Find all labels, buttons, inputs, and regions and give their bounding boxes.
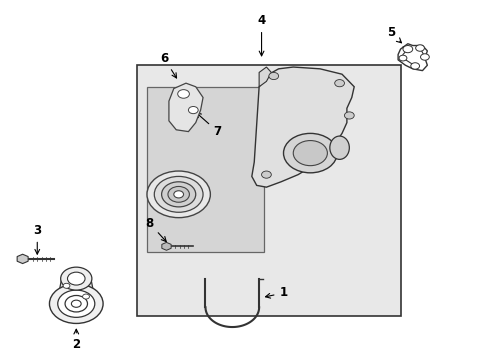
- Circle shape: [344, 112, 353, 119]
- Ellipse shape: [329, 136, 348, 159]
- Circle shape: [154, 176, 203, 212]
- Text: 4: 4: [257, 14, 265, 56]
- Circle shape: [398, 55, 406, 61]
- Text: 1: 1: [265, 287, 287, 300]
- Polygon shape: [168, 83, 203, 132]
- Circle shape: [177, 90, 189, 98]
- Circle shape: [293, 140, 327, 166]
- Circle shape: [82, 294, 89, 299]
- Circle shape: [147, 171, 210, 218]
- Text: 5: 5: [386, 27, 401, 43]
- Circle shape: [261, 171, 271, 178]
- Circle shape: [283, 134, 336, 173]
- Polygon shape: [251, 67, 353, 187]
- Circle shape: [188, 107, 198, 114]
- Bar: [137, 65, 400, 316]
- Circle shape: [334, 80, 344, 87]
- Circle shape: [268, 72, 278, 80]
- Circle shape: [415, 45, 424, 51]
- Circle shape: [161, 182, 195, 207]
- Circle shape: [71, 300, 81, 307]
- Circle shape: [410, 63, 419, 69]
- Polygon shape: [162, 242, 171, 250]
- Circle shape: [402, 45, 412, 53]
- Circle shape: [65, 296, 87, 312]
- Circle shape: [167, 186, 189, 202]
- Circle shape: [63, 283, 70, 288]
- Circle shape: [173, 191, 183, 198]
- Polygon shape: [59, 279, 93, 304]
- Circle shape: [58, 290, 95, 318]
- Text: 2: 2: [72, 329, 80, 351]
- Text: 6: 6: [160, 51, 176, 78]
- Polygon shape: [259, 67, 271, 87]
- Circle shape: [49, 284, 103, 323]
- Circle shape: [61, 267, 92, 290]
- Bar: [147, 87, 264, 252]
- Text: 3: 3: [33, 224, 41, 254]
- Circle shape: [420, 54, 428, 60]
- Text: 7: 7: [196, 113, 221, 138]
- Text: 8: 8: [145, 216, 166, 242]
- Circle shape: [67, 272, 85, 285]
- Polygon shape: [17, 254, 28, 264]
